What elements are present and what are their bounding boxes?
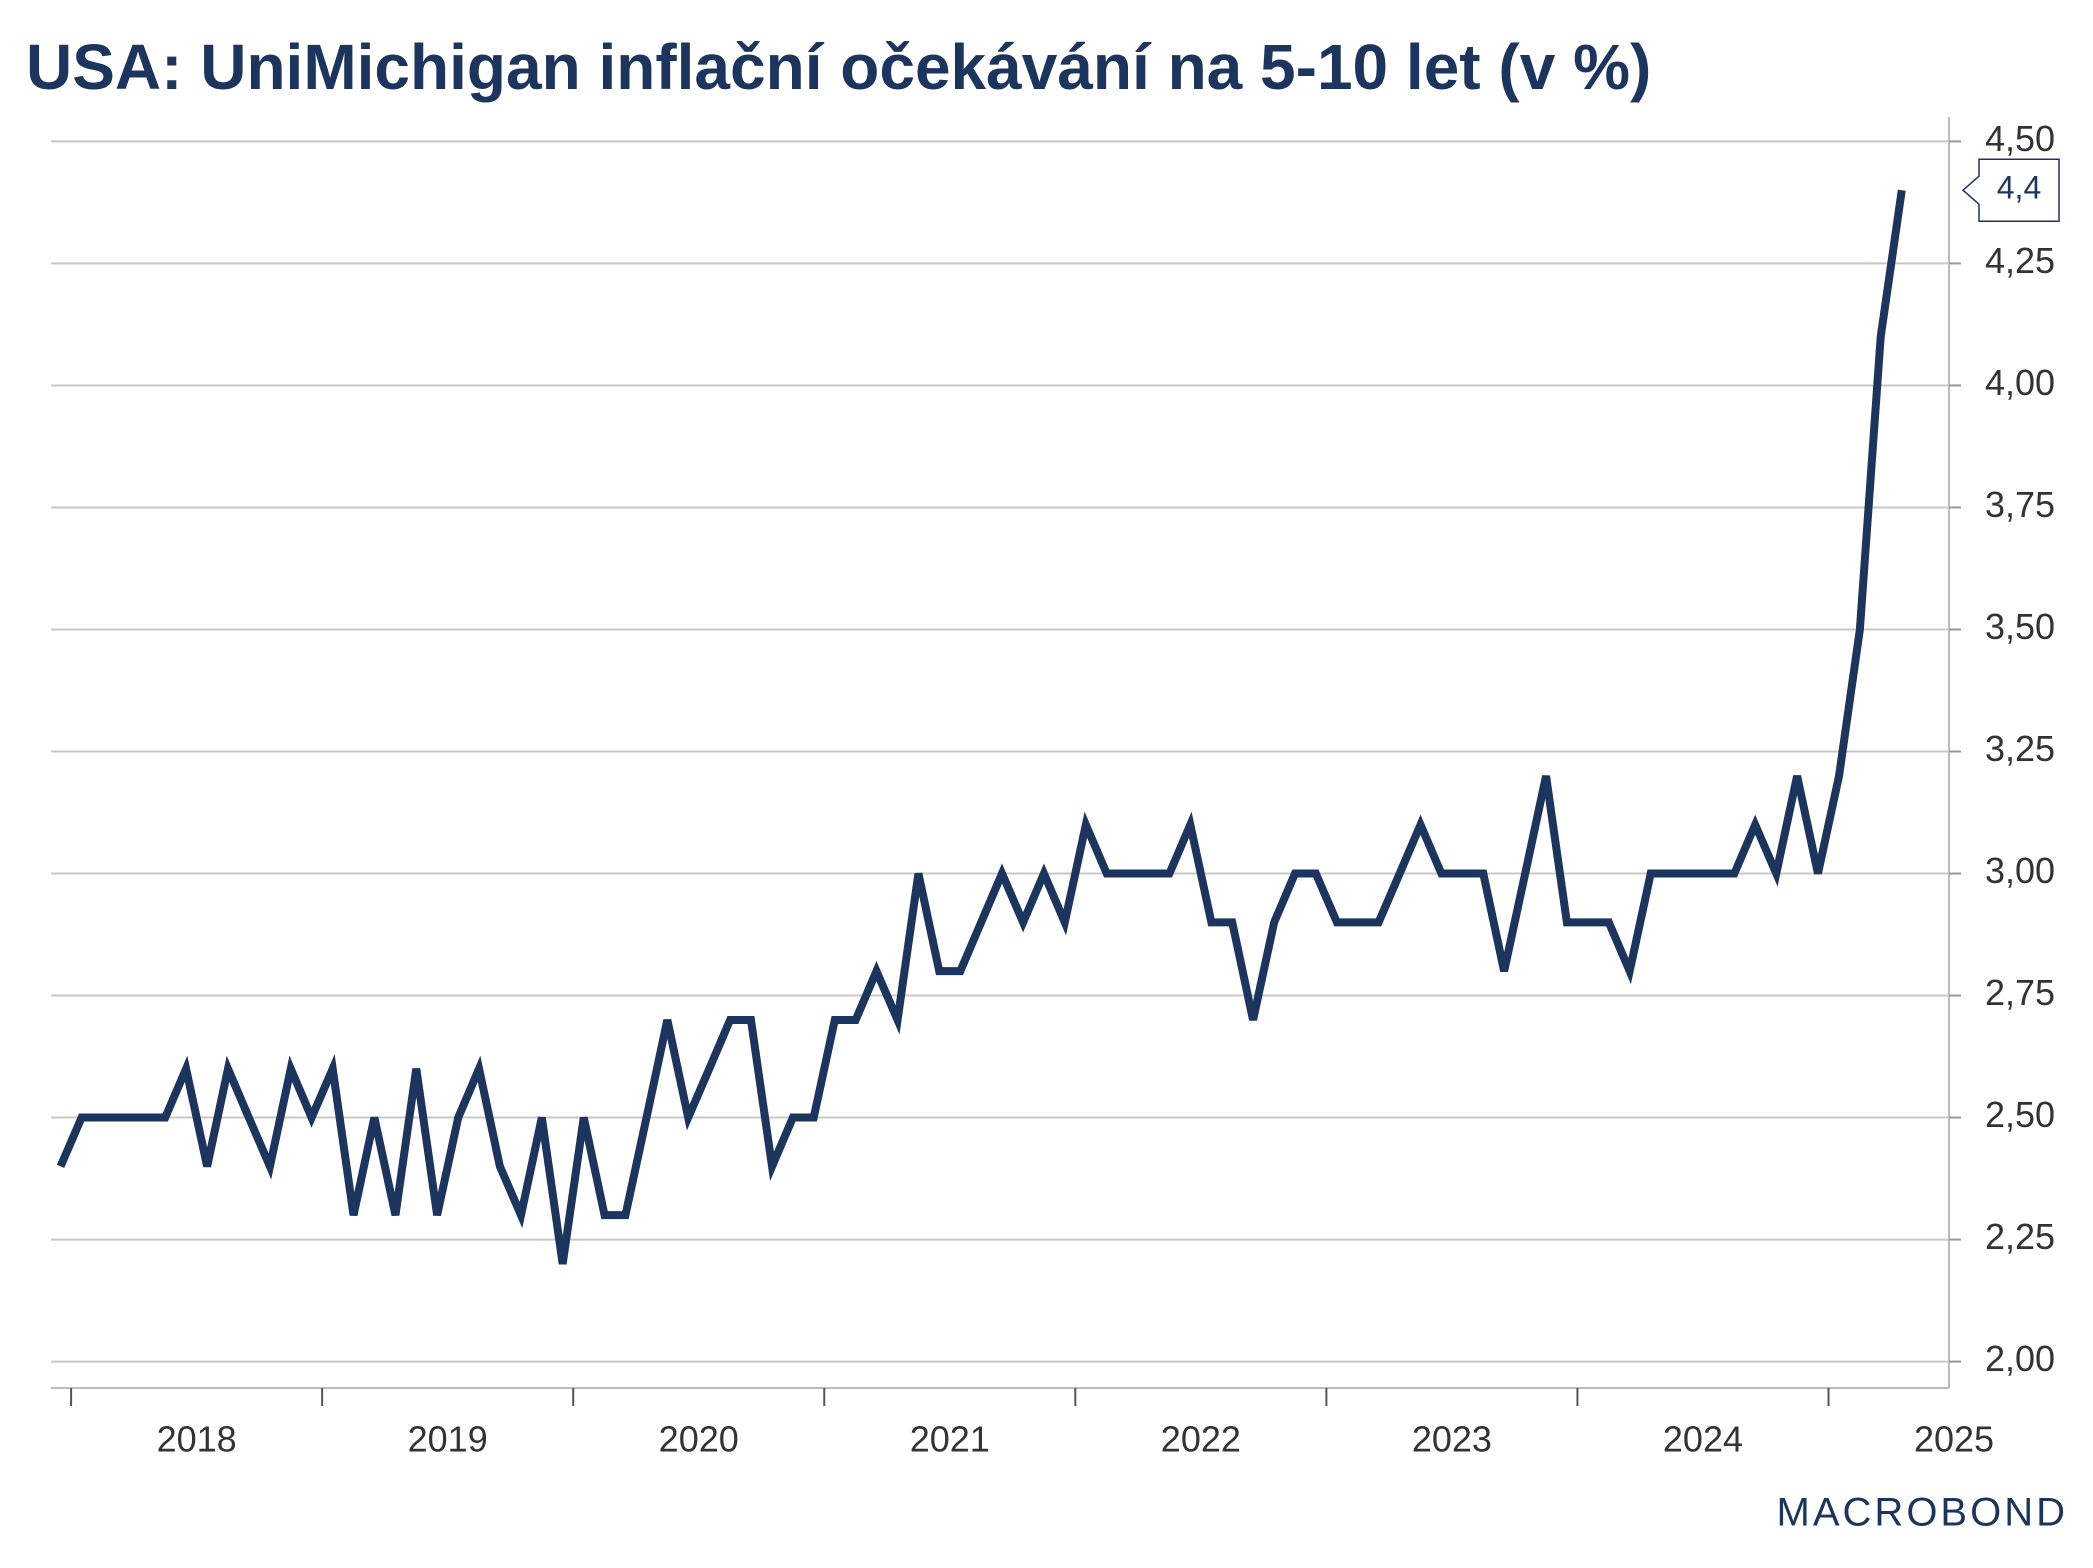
y-tick-label: 4,00 [1985,362,2055,403]
x-tick-label: 2022 [1161,1419,1241,1460]
value-label: 4,4 [1997,170,2041,206]
y-tick-label: 3,25 [1985,728,2055,769]
x-tick-label: 2019 [408,1419,488,1460]
y-tick-label: 2,50 [1985,1094,2055,1135]
y-tick-label: 3,00 [1985,850,2055,891]
data-line [56,189,1906,1265]
y-tick-label: 2,75 [1985,972,2055,1013]
x-tick-label: 2025 [1914,1419,1994,1460]
y-tick-label: 4,50 [1985,118,2055,159]
x-tick-label: 2018 [157,1419,237,1460]
x-tick-label: 2020 [659,1419,739,1460]
y-tick-label: 2,25 [1985,1216,2055,1257]
y-tick-label: 2,00 [1985,1338,2055,1379]
y-tick-label: 4,25 [1985,240,2055,281]
x-tick-label: 2021 [910,1419,990,1460]
value-callout [1961,158,2060,222]
x-tick-label: 2024 [1663,1419,1743,1460]
x-tick-label: 2023 [1412,1419,1492,1460]
source-logo: MACROBOND [1777,1491,2068,1535]
y-tick-label: 3,50 [1985,606,2055,647]
chart-title: USA: UniMichigan inflační očekávání na 5… [26,31,1651,103]
y-tick-label: 3,75 [1985,484,2055,525]
